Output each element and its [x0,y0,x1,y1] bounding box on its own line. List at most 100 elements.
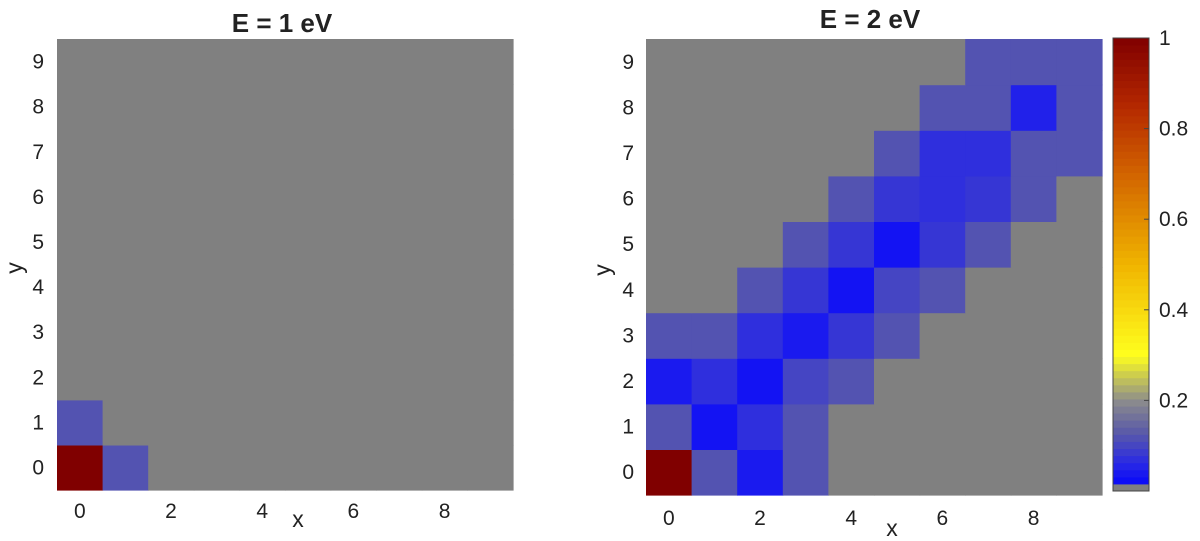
colorbar-segment [1113,243,1149,251]
x-tick-label: 4 [845,507,857,530]
chart-title: E = 2 eV [820,4,921,34]
colorbar-segment [1113,342,1149,350]
heatmap-cell [285,444,332,491]
heatmap-cell [782,84,829,131]
heatmap-cell [330,174,377,220]
x-axis-label: x [292,506,304,532]
heatmap-cell [737,39,784,86]
heatmap-cell [691,449,738,496]
colorbar-frame [1112,37,1150,492]
heatmap-cell [467,399,514,446]
colorbar-segment [1113,80,1149,89]
heatmap-cell [919,403,966,450]
y-axis-label: y [589,264,615,276]
heatmap-cell [782,358,829,405]
heatmap-cell [1056,84,1103,131]
heatmap-cell [737,267,784,314]
heatmap-cell [1010,39,1057,86]
heatmap-cell [691,403,738,450]
heatmap-cell [57,84,104,130]
heatmap-cell [193,309,240,356]
heatmap-cell [919,221,966,268]
heatmap-cell [376,444,423,491]
heatmap-cell [874,221,921,268]
heatmap-cell [285,399,332,446]
heatmap-panel-e2: E = 2 eV 0 1 2 3 4 5 6 7 8 9 0 2 4 6 8 x y [589,4,1103,541]
colorbar-segment [1113,122,1149,131]
colorbar-segment [1113,462,1149,471]
x-tick-label: 4 [256,500,268,523]
heatmap-cell [737,449,784,496]
heatmap-cell [737,358,784,405]
x-tick-label: 2 [754,507,766,530]
heatmap-cell [919,358,966,405]
heatmap-cell [148,309,195,356]
heatmap-cell [691,84,738,131]
y-tick-labels: 0 1 2 3 4 5 6 7 8 9 [622,51,634,484]
heatmap-cell [148,174,195,220]
y-tick-label: 8 [622,96,634,119]
heatmap-cell [1010,403,1057,450]
y-axis-label: y [1,262,27,274]
heatmap-cell [874,403,921,450]
heatmap-cell [148,219,195,266]
colorbar-segment [1113,441,1149,450]
heatmap-cell [646,358,693,405]
heatmap-cell [919,130,966,177]
heatmap-cell [1056,175,1103,222]
colorbar-segment [1113,292,1149,301]
heatmap-cell [1010,221,1057,268]
colorbar-segment [1113,363,1149,372]
y-tick-label: 0 [622,461,634,484]
heatmap-cell [239,129,286,175]
heatmap-cell [193,129,240,175]
colorbar-segment [1113,427,1149,435]
heatmap-cell [421,399,468,446]
heatmap-cell [239,264,286,311]
y-tick-label: 5 [32,231,44,254]
heatmap-cell [421,219,468,266]
heatmap-cell [330,399,377,446]
heatmap-cell [737,221,784,268]
heatmap-cell [646,221,693,268]
y-tick-label: 9 [622,51,634,74]
heatmap-cell [782,312,829,359]
colorbar-segment [1113,278,1149,287]
heatmap-cell [376,39,423,85]
heatmap-cell [102,84,149,130]
colorbar-segment [1113,391,1149,400]
colorbar-segment [1113,158,1149,166]
heatmap-cell [919,312,966,359]
heatmap-cell [965,175,1012,222]
heatmap-cell [285,354,332,401]
y-tick-label: 2 [32,366,44,389]
heatmap-cell [193,39,240,85]
colorbar-segment [1113,250,1149,258]
colorbar-segment [1113,229,1149,237]
heatmap-cell [376,174,423,220]
heatmap-cell [828,39,875,86]
heatmap-panel-e1: E = 1 eV 0 1 2 3 4 5 6 7 8 9 0 2 4 6 8 x y [1,8,514,532]
heatmap-cell [330,354,377,401]
heatmap-cell [239,84,286,130]
heatmap-cell [421,309,468,356]
heatmap-cell [828,403,875,450]
heatmap-cell [376,129,423,175]
heatmap-cell [874,84,921,131]
heatmap-cell [965,130,1012,177]
heatmap-cell [828,221,875,268]
heatmap-cell [828,449,875,496]
heatmap-cell [57,39,104,85]
x-tick-label: 6 [348,500,360,523]
x-tick-label: 0 [74,500,86,523]
heatmap-cell [330,84,377,130]
heatmap-cell [376,399,423,446]
colorbar-segment [1113,271,1149,280]
colorbar-segment [1113,59,1149,67]
heatmap-cell [919,84,966,131]
colorbar-segment [1113,144,1149,152]
heatmap-cell [57,219,104,266]
y-tick-label: 4 [32,276,44,299]
y-tick-label: 2 [622,370,634,393]
heatmap-cell [102,174,149,220]
